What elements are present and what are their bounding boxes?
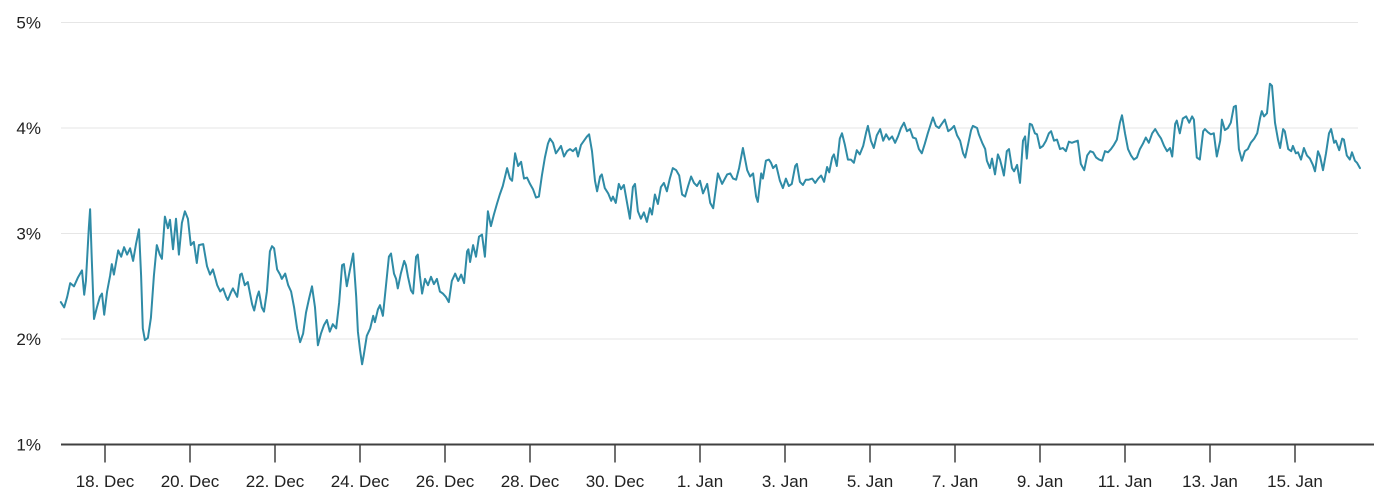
y-axis-tick-label: 5% xyxy=(16,14,41,33)
x-axis-tick-label: 22. Dec xyxy=(246,472,305,491)
y-axis-tick-label: 1% xyxy=(16,436,41,455)
x-axis-tick-label: 1. Jan xyxy=(677,472,723,491)
x-axis-tick-label: 11. Jan xyxy=(1098,472,1153,491)
x-axis-tick-label: 5. Jan xyxy=(847,472,893,491)
x-axis-tick-label: 26. Dec xyxy=(416,472,475,491)
x-axis-tick-label: 13. Jan xyxy=(1182,472,1238,491)
x-axis-tick-label: 28. Dec xyxy=(501,472,560,491)
y-axis-tick-label: 2% xyxy=(16,330,41,349)
y-axis-tick-label: 4% xyxy=(16,119,41,138)
y-axis-tick-label: 3% xyxy=(16,225,41,244)
x-axis-tick-label: 18. Dec xyxy=(76,472,135,491)
x-axis-tick-label: 7. Jan xyxy=(932,472,978,491)
x-axis-tick-label: 3. Jan xyxy=(762,472,808,491)
x-axis-tick-label: 20. Dec xyxy=(161,472,220,491)
series-line xyxy=(59,82,1361,366)
x-axis-tick-label: 24. Dec xyxy=(331,472,390,491)
x-axis-tick-label: 30. Dec xyxy=(586,472,645,491)
x-axis-tick-label: 15. Jan xyxy=(1267,472,1323,491)
x-axis-tick-label: 9. Jan xyxy=(1017,472,1063,491)
